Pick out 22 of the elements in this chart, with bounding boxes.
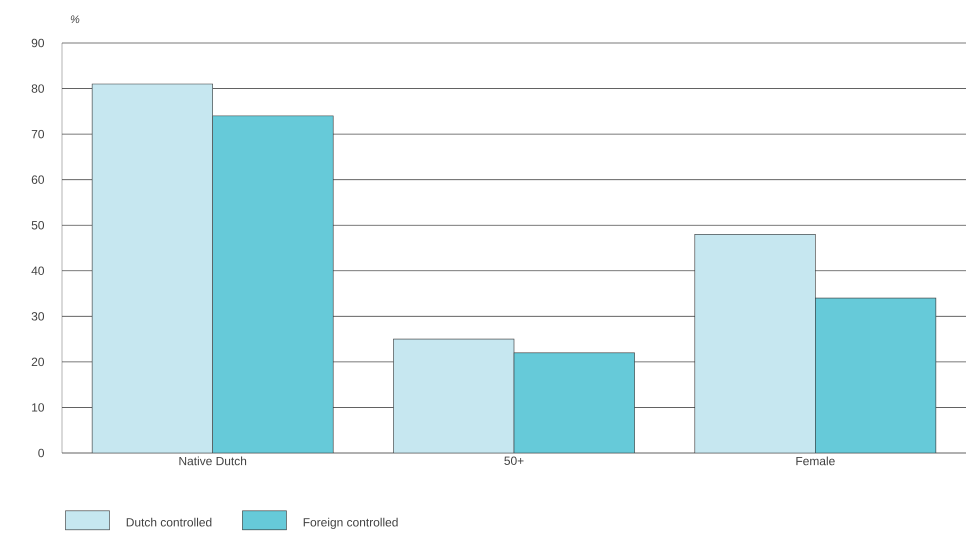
y-tick-label: 10 — [32, 403, 44, 412]
bar — [694, 234, 816, 453]
legend-label: Dutch controlled — [126, 518, 212, 527]
y-axis-title: % — [70, 15, 80, 24]
bar — [393, 338, 514, 453]
y-tick-label: 90 — [32, 38, 44, 48]
x-tick-label: 50+ — [504, 456, 524, 465]
legend-label: Foreign controlled — [304, 518, 398, 529]
bar — [815, 298, 936, 453]
bar — [92, 84, 213, 453]
bar — [212, 116, 334, 453]
y-tick-label: 0 — [38, 448, 44, 458]
y-tick-label: 40 — [31, 266, 44, 275]
y-tick-label: 70 — [32, 130, 44, 138]
y-tick-label: 50 — [32, 220, 44, 230]
x-tick-label: Female — [796, 456, 835, 466]
y-tick-label: 20 — [32, 358, 44, 366]
bar — [514, 352, 635, 453]
y-tick-label: 30 — [32, 312, 44, 321]
y-tick-label: 60 — [32, 175, 44, 184]
x-tick-label: Native Dutch — [179, 456, 246, 466]
y-tick-label: 80 — [32, 84, 44, 93]
